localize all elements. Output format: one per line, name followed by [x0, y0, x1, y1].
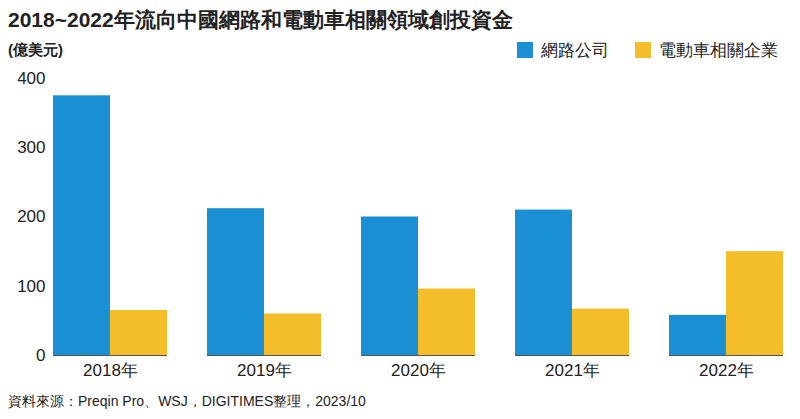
html-text:電動車相關企業: 電動車相關企業	[659, 40, 778, 60]
svg-text:2020年: 2020年	[391, 361, 446, 380]
html-text:(億美元): (億美元)	[8, 40, 63, 58]
html-text:資料來源：Preqin Pro、WSJ，DIGITIMES整: 資料來源：Preqin Pro、WSJ，DIGITIMES整理，2023/10	[8, 393, 366, 409]
html-text:2018~2022年流向中國網路和電動車相關領域創投資金: 2018~2022年流向中國網路和電動車相關領域創投資金	[8, 8, 513, 31]
svg-text:400: 400	[17, 69, 45, 88]
svg-text:2019年: 2019年	[237, 361, 292, 380]
svg-text:100: 100	[17, 277, 45, 296]
svg-text:200: 200	[17, 207, 45, 226]
svg-text:2018年: 2018年	[83, 361, 138, 380]
svg-text:2022年: 2022年	[699, 361, 754, 380]
svg-text:2021年: 2021年	[545, 361, 600, 380]
svg-text:300: 300	[17, 138, 45, 157]
svg-text:0: 0	[36, 346, 45, 365]
html-text:網路公司: 網路公司	[541, 40, 609, 60]
